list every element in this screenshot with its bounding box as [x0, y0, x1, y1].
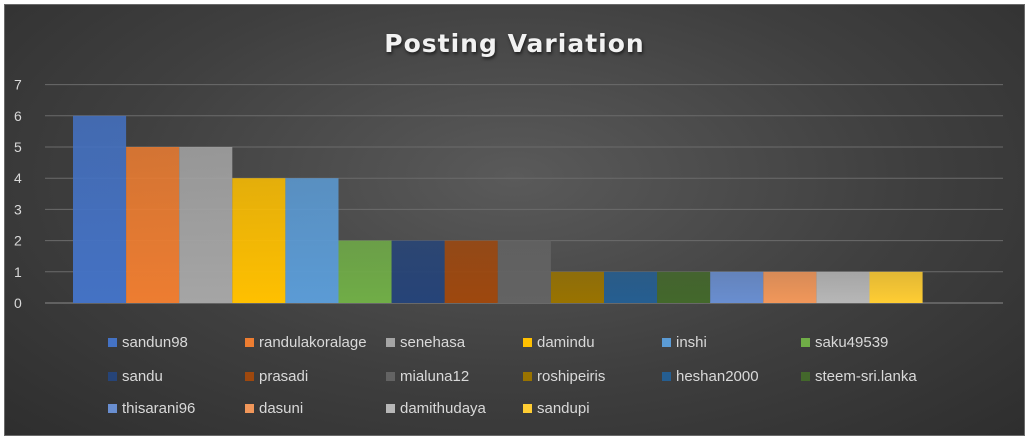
bar-sandun98[interactable]: [73, 115, 127, 303]
legend-item[interactable]: steem-sri.lanka: [801, 366, 917, 386]
legend-swatch: [662, 337, 671, 347]
legend-swatch: [245, 371, 254, 381]
legend-item[interactable]: mialuna12: [386, 366, 469, 386]
legend-label: damithudaya: [400, 399, 486, 417]
bar-saku49539[interactable]: [338, 240, 392, 303]
legend-item[interactable]: thisarani96: [108, 398, 195, 418]
legend-label: inshi: [676, 333, 707, 351]
bar-inshi[interactable]: [285, 178, 339, 303]
legend-item[interactable]: randulakoralage: [245, 332, 367, 352]
legend-swatch: [108, 403, 117, 413]
y-tick-label: 5: [14, 139, 22, 155]
bar-roshipeiris[interactable]: [550, 271, 604, 303]
legend-label: sandu: [122, 367, 163, 385]
chart-title: Posting Variation: [384, 29, 645, 58]
legend-swatch: [523, 403, 532, 413]
legend-label: dasuni: [259, 399, 304, 417]
legend-label: sandun98: [122, 333, 188, 351]
legend-label: roshipeiris: [537, 367, 606, 385]
legend-item[interactable]: heshan2000: [662, 366, 759, 386]
y-tick-label: 6: [14, 108, 22, 124]
bar-heshan2000[interactable]: [604, 271, 658, 303]
bar-dasuni[interactable]: [763, 271, 817, 303]
legend-label: randulakoralage: [259, 333, 367, 351]
legend-item[interactable]: damithudaya: [386, 398, 486, 418]
legend-item[interactable]: prasadi: [245, 366, 308, 386]
legend-label: heshan2000: [676, 367, 759, 385]
legend-label: thisarani96: [122, 399, 196, 417]
legend-swatch: [108, 371, 117, 381]
legend-swatch: [386, 371, 395, 381]
legend-label: saku49539: [815, 333, 889, 351]
bar-randulakoralage[interactable]: [126, 147, 180, 303]
legend-label: steem-sri.lanka: [815, 367, 917, 385]
legend-swatch: [108, 337, 117, 347]
legend-label: senehasa: [400, 333, 466, 351]
legend-swatch: [245, 337, 254, 347]
y-tick-label: 7: [14, 77, 22, 93]
bar-mialuna12[interactable]: [497, 240, 551, 303]
y-tick-label: 4: [14, 170, 22, 186]
y-tick-label: 1: [14, 264, 22, 280]
legend-swatch: [386, 337, 395, 347]
legend-swatch: [245, 403, 254, 413]
bar-sandu[interactable]: [391, 240, 445, 303]
legend-item[interactable]: senehasa: [386, 332, 465, 352]
legend-swatch: [662, 371, 671, 381]
y-tick-label: 2: [14, 233, 22, 249]
legend-item[interactable]: dasuni: [245, 398, 303, 418]
legend-item[interactable]: sandun98: [108, 332, 188, 352]
legend-swatch: [801, 371, 810, 381]
legend-label: damindu: [537, 333, 595, 351]
bar-steem-sri.lanka[interactable]: [657, 271, 711, 303]
legend-item[interactable]: saku49539: [801, 332, 888, 352]
legend-item[interactable]: inshi: [662, 332, 707, 352]
legend-label: sandupi: [537, 399, 590, 417]
legend-swatch: [523, 337, 532, 347]
legend-swatch: [386, 403, 395, 413]
legend-item[interactable]: damindu: [523, 332, 595, 352]
bar-damithudaya[interactable]: [816, 271, 870, 303]
legend-item[interactable]: sandu: [108, 366, 163, 386]
bar-thisarani96[interactable]: [710, 271, 764, 303]
legend-item[interactable]: sandupi: [523, 398, 590, 418]
legend-label: prasadi: [259, 367, 309, 385]
y-tick-label: 0: [14, 295, 22, 311]
legend-label: mialuna12: [400, 367, 470, 385]
legend-swatch: [523, 371, 532, 381]
legend-swatch: [801, 337, 810, 347]
legend-item[interactable]: roshipeiris: [523, 366, 605, 386]
bar-prasadi[interactable]: [444, 240, 498, 303]
bar-senehasa[interactable]: [179, 147, 233, 303]
bar-sandupi[interactable]: [869, 271, 923, 303]
y-tick-label: 3: [14, 201, 22, 217]
bar-damindu[interactable]: [232, 178, 286, 303]
